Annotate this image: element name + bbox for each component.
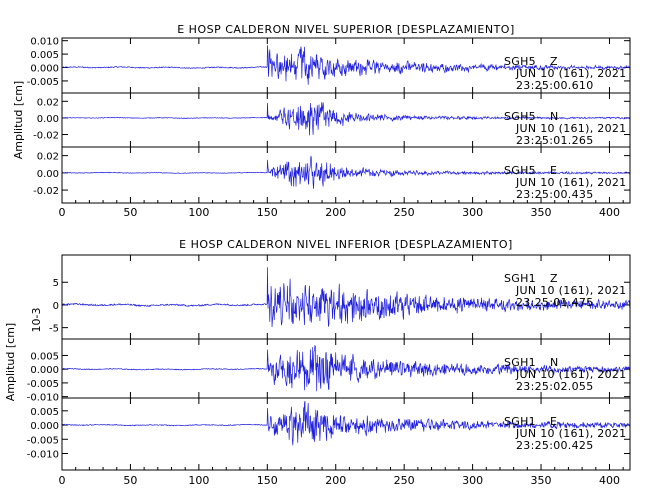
x-tick-label: 150 (257, 206, 278, 219)
station-code: SGH5 (504, 55, 536, 68)
waveform-trace-sgh1-e (61, 400, 631, 446)
channel-frame (61, 397, 631, 471)
channel-time: 23:25:00.425 (516, 439, 594, 452)
station-code: SGH1 (504, 415, 536, 428)
component-code: Z (550, 272, 558, 285)
x-tick-label: 350 (531, 206, 552, 219)
x-tick-label: 250 (394, 206, 415, 219)
y-tick-label: 0.00 (37, 169, 59, 180)
x-tick-label: 400 (599, 474, 620, 487)
component-code: E (550, 415, 557, 428)
x-tick-label: 200 (325, 474, 346, 487)
x-tick-label: 250 (394, 474, 415, 487)
x-tick-label: 0 (59, 206, 66, 219)
component-code: N (550, 110, 559, 123)
channel-date: JUN 10 (161), 2021 (515, 427, 626, 440)
channel-date: JUN 10 (161), 2021 (515, 284, 626, 297)
y-tick-label: -0.005 (27, 435, 59, 446)
y-tick-label: -0.02 (33, 186, 59, 197)
y-tick-label: -0.02 (33, 131, 59, 142)
station-code: SGH1 (504, 356, 536, 369)
channel-time: 23:25:01.475 (516, 296, 594, 309)
channel-id: SGH5 E (504, 164, 557, 177)
x-tick-label: 50 (123, 206, 137, 219)
y-tick-label: 0.010 (30, 37, 59, 48)
channel-time: 23:25:00.610 (516, 79, 594, 92)
y-tick-label: 0.00 (37, 114, 59, 125)
station-code: SGH5 (504, 164, 536, 177)
y-tick-label: 0.000 (30, 64, 59, 75)
channel-date: JUN 10 (161), 2021 (515, 122, 626, 135)
y-tick-label: -0.005 (27, 77, 59, 88)
x-tick-label: 100 (188, 474, 209, 487)
channel-id: SGH1 Z (504, 272, 558, 285)
component-code: Z (550, 55, 558, 68)
y-tick-label: 0.005 (30, 351, 59, 362)
y-tick-label: 0.005 (30, 407, 59, 418)
station-code: SGH1 (504, 272, 536, 285)
x-tick-label: 100 (188, 206, 209, 219)
y-tick-label: -0.010 (27, 449, 59, 460)
station-code: SGH5 (504, 110, 536, 123)
channel-id: SGH5 Z (504, 55, 558, 68)
y-tick-label: 0.005 (30, 50, 59, 61)
channel-id: SGH1 E (504, 415, 557, 428)
chart-title: E HOSP CALDERON NIVEL INFERIOR [DESPLAZA… (179, 238, 513, 251)
y-tick-label: -5 (49, 324, 59, 335)
channel-time: 23:25:01.265 (516, 134, 594, 147)
component-code: N (550, 356, 559, 369)
waveform-trace-sgh1-z (61, 267, 631, 328)
channel-time: 23:25:02.055 (516, 380, 594, 393)
waveform-trace-sgh1-n (61, 344, 631, 392)
y-axis-label: Amplitud [cm] (4, 323, 17, 401)
x-tick-label: 300 (462, 206, 483, 219)
channel-date: JUN 10 (161), 2021 (515, 67, 626, 80)
x-tick-label: 150 (257, 474, 278, 487)
waveform-trace-sgh5-e (62, 155, 631, 189)
x-tick-label: 350 (531, 474, 552, 487)
x-tick-label: 50 (123, 474, 137, 487)
y-tick-label: 0 (53, 301, 59, 312)
y-tick-label: -0.010 (27, 393, 59, 404)
channel-date: JUN 10 (161), 2021 (515, 176, 626, 189)
component-code: E (550, 164, 557, 177)
channel-id: SGH1 N (504, 356, 559, 369)
x-tick-label: 0 (59, 474, 66, 487)
y-tick-label: 5 (53, 278, 59, 289)
chart-title: E HOSP CALDERON NIVEL SUPERIOR [DESPLAZA… (177, 23, 515, 36)
y-axis-exponent-label: 10-3 (30, 308, 43, 333)
channel-frame (61, 146, 631, 204)
x-tick-label: 400 (599, 206, 620, 219)
x-tick-label: 200 (325, 206, 346, 219)
channel-date: JUN 10 (161), 2021 (515, 368, 626, 381)
waveform-trace-sgh5-z (61, 45, 630, 85)
channel-time: 23:25:00.435 (516, 188, 594, 201)
y-tick-label: 0.000 (30, 421, 59, 432)
y-tick-label: 0.000 (30, 365, 59, 376)
y-axis-label: Amplitud [cm] (12, 81, 25, 159)
y-tick-label: 0.02 (37, 152, 59, 163)
waveform-trace-sgh5-n (61, 102, 630, 136)
y-tick-label: -0.005 (27, 379, 59, 390)
x-tick-label: 300 (462, 474, 483, 487)
channel-id: SGH5 N (504, 110, 559, 123)
y-tick-label: 0.02 (37, 97, 59, 108)
